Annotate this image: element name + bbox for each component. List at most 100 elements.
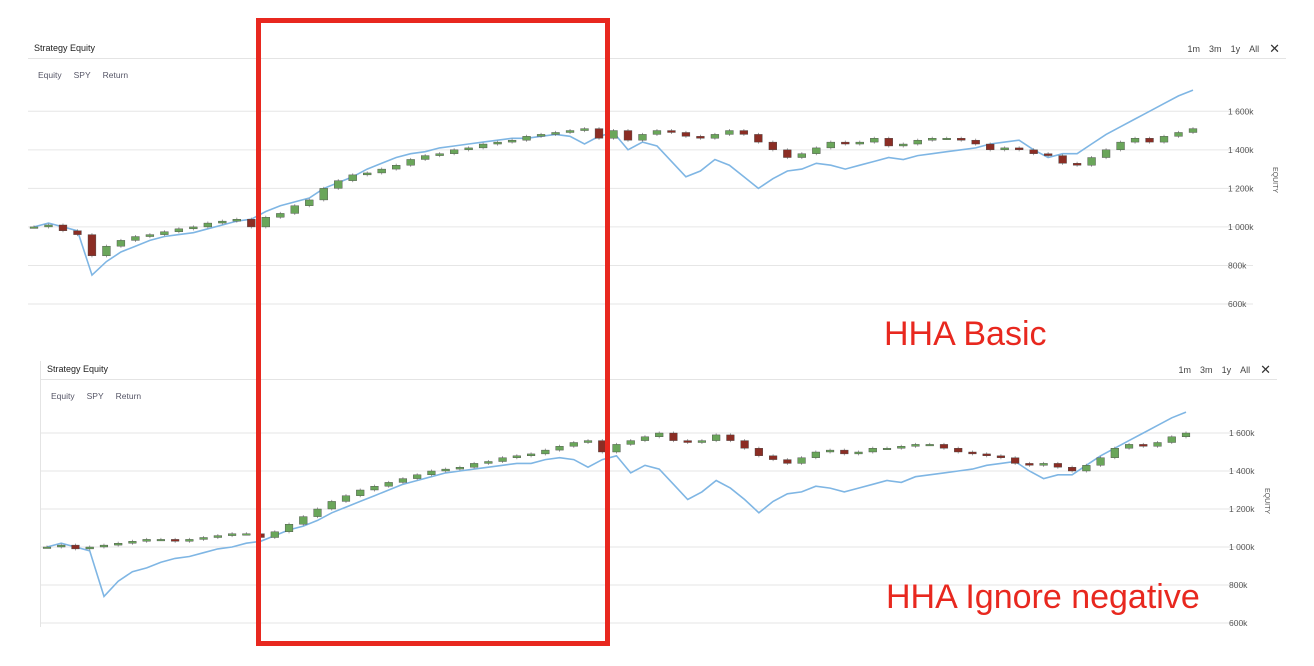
candle-body	[536, 134, 546, 137]
equity-candle	[1039, 461, 1048, 467]
equity-candle	[740, 439, 749, 450]
equity-candle	[145, 233, 155, 239]
candle-body	[712, 434, 721, 441]
candle-body	[203, 222, 212, 228]
equity-candle	[841, 140, 850, 146]
equity-candle	[783, 148, 792, 160]
close-icon[interactable]: ✕	[1269, 41, 1280, 56]
candle-body	[261, 217, 270, 228]
equity-candle	[427, 469, 436, 477]
equity-candle	[527, 452, 536, 458]
candle-body	[455, 466, 464, 470]
range-1y-button[interactable]: 1y	[1221, 365, 1232, 375]
toggle-spy[interactable]: SPY	[86, 391, 104, 401]
equity-candle	[42, 545, 52, 549]
candle-body	[131, 236, 140, 241]
candle-body	[171, 539, 180, 542]
candle-body	[470, 463, 479, 468]
toggle-return[interactable]: Return	[102, 70, 129, 80]
candle-body	[825, 449, 835, 453]
equity-candle	[256, 532, 265, 540]
candle-body	[968, 451, 977, 455]
toggle-return[interactable]: Return	[115, 391, 142, 401]
toggle-equity[interactable]: Equity	[51, 391, 75, 401]
candle-body	[213, 535, 222, 538]
candle-body	[555, 446, 564, 451]
candle-body	[341, 495, 351, 502]
close-icon[interactable]: ✕	[1260, 362, 1271, 377]
equity-chart: 600k 800k 1 000k 1 200k 1 400k 1 600k EQUITY	[28, 89, 1278, 309]
equity-candle	[71, 543, 80, 551]
equity-candle	[797, 152, 806, 160]
equity-candle	[1096, 456, 1105, 467]
equity-candle	[1072, 161, 1082, 167]
range-3m-button[interactable]: 3m	[1209, 44, 1222, 54]
range-all-button[interactable]: All	[1249, 44, 1260, 54]
equity-candle	[174, 227, 184, 234]
range-all-button[interactable]: All	[1240, 365, 1251, 375]
equity-candle	[725, 129, 734, 136]
candle-body	[327, 501, 336, 510]
range-1y-button[interactable]: 1y	[1230, 44, 1241, 54]
equity-candle	[565, 129, 575, 135]
candle-body	[594, 128, 604, 139]
equity-candle	[228, 532, 237, 538]
equity-candle	[128, 539, 137, 545]
equity-candle	[507, 138, 517, 144]
range-buttons: 1m 3m 1y All ✕	[1179, 41, 1280, 57]
equity-candle	[213, 534, 222, 540]
candle-body	[996, 455, 1005, 458]
equity-candle	[696, 134, 705, 140]
candle-body	[1130, 138, 1140, 143]
equity-candle	[470, 461, 479, 469]
series-toggles: Equity SPY Return	[38, 70, 140, 80]
chart-panel-hha-ignore-negative: Strategy Equity 1m 3m 1y All ✕ Equity SP…	[40, 361, 1277, 628]
candle-body	[1087, 157, 1096, 166]
equity-candle	[913, 138, 922, 146]
equity-candle	[1139, 442, 1148, 448]
equity-candle	[697, 439, 706, 445]
equity-candle	[825, 448, 835, 454]
range-buttons: 1m 3m 1y All ✕	[1170, 362, 1271, 378]
equity-candle	[242, 532, 251, 536]
annotation-hha-ignore-negative: HHA Ignore negative	[886, 578, 1200, 616]
equity-candle	[398, 477, 408, 484]
candle-body	[299, 516, 308, 525]
candle-body	[102, 245, 111, 257]
candle-body	[370, 485, 379, 491]
candle-body	[256, 533, 265, 538]
candle-body	[541, 449, 550, 455]
equity-candle	[1153, 440, 1162, 448]
equity-candle	[493, 140, 502, 146]
equity-candle	[348, 173, 357, 183]
equity-candle	[583, 439, 593, 445]
candle-body	[726, 434, 735, 441]
equity-candle	[812, 146, 821, 156]
candle-body	[957, 138, 966, 141]
candle-body	[1043, 153, 1053, 156]
equity-candle	[623, 129, 633, 142]
toggle-equity[interactable]: Equity	[38, 70, 62, 80]
spy-series-line	[46, 411, 1187, 598]
range-3m-button[interactable]: 3m	[1200, 365, 1213, 375]
candle-body	[242, 533, 251, 536]
candle-body	[1174, 132, 1183, 137]
equity-candle	[1043, 152, 1053, 158]
toggle-spy[interactable]: SPY	[73, 70, 91, 80]
equity-candle	[840, 448, 849, 456]
range-1m-button[interactable]: 1m	[1187, 44, 1201, 54]
equity-candle	[609, 129, 618, 140]
candle-body	[1181, 432, 1191, 437]
candle-body	[612, 444, 621, 453]
equity-candle	[897, 444, 906, 450]
equity-candle	[942, 136, 951, 140]
candle-body	[667, 130, 676, 133]
y-tick-label: 600k	[1229, 618, 1248, 628]
candle-body	[58, 224, 68, 231]
range-1m-button[interactable]: 1m	[1178, 365, 1192, 375]
equity-candle	[85, 545, 94, 551]
candle-body	[826, 141, 835, 149]
candle-body	[725, 130, 734, 135]
candle-body	[1145, 138, 1154, 143]
equity-candle	[669, 431, 678, 443]
